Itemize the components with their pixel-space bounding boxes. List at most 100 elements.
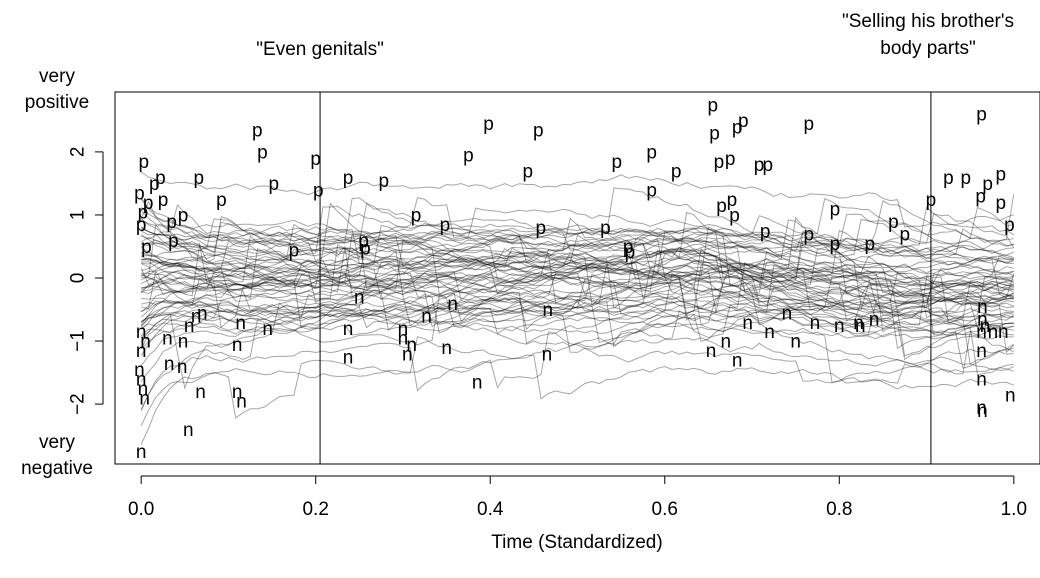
negative-marker: n xyxy=(790,332,801,353)
negative-marker: n xyxy=(853,313,864,334)
negative-marker: n xyxy=(139,388,150,409)
series-line xyxy=(140,243,1014,304)
series-line xyxy=(141,286,1014,366)
x-tick-label: 0.0 xyxy=(128,499,154,520)
y-end-label-bottom: negative xyxy=(21,458,93,479)
y-end-label-bottom: very xyxy=(39,432,75,453)
series-line xyxy=(140,331,1014,426)
series-line xyxy=(140,198,1014,262)
series-line xyxy=(141,240,1014,281)
negative-marker: n xyxy=(782,303,793,324)
negative-marker: n xyxy=(184,316,195,337)
series-line xyxy=(140,264,1014,343)
positive-marker: p xyxy=(310,149,321,170)
negative-marker: n xyxy=(177,357,188,378)
x-tick-label: 0.8 xyxy=(826,499,852,520)
positive-marker: p xyxy=(378,171,389,192)
x-axis-label: Time (Standardized) xyxy=(491,532,662,553)
positive-marker: p xyxy=(982,174,993,195)
series-line xyxy=(141,244,1014,327)
series-line xyxy=(140,251,1014,325)
negative-marker: n xyxy=(542,344,553,365)
negative-marker: n xyxy=(998,322,1009,343)
series-line xyxy=(140,226,1015,301)
y-tick-label: −2 xyxy=(68,393,89,415)
positive-marker: p xyxy=(830,199,841,220)
negative-marker: n xyxy=(236,392,247,413)
series-line xyxy=(140,234,1014,288)
positive-marker: p xyxy=(193,168,204,189)
positive-marker: p xyxy=(139,152,150,173)
series-line xyxy=(141,254,1014,324)
negative-marker: n xyxy=(140,332,151,353)
positive-marker: p xyxy=(716,196,727,217)
series-line xyxy=(141,240,1014,294)
negative-marker: n xyxy=(706,341,717,362)
positive-marker: p xyxy=(623,237,634,258)
negative-marker: n xyxy=(343,347,354,368)
positive-marker: p xyxy=(136,215,147,236)
series-line xyxy=(140,218,1014,283)
positive-marker: p xyxy=(995,165,1006,186)
positive-marker: p xyxy=(714,152,725,173)
series-line xyxy=(140,197,1014,278)
series-line xyxy=(140,206,1015,250)
series-line xyxy=(140,279,1014,357)
positive-marker: p xyxy=(760,221,771,242)
series-line xyxy=(141,213,1014,267)
series-line xyxy=(140,193,1015,264)
series-line xyxy=(140,302,1014,353)
positive-marker: p xyxy=(1004,215,1015,236)
positive-marker: p xyxy=(830,234,841,255)
series-line xyxy=(141,237,1015,336)
series-line xyxy=(141,269,1015,348)
plot-frame xyxy=(114,91,1040,465)
positive-marker: p xyxy=(257,143,268,164)
series-line xyxy=(140,255,1014,301)
negative-marker: n xyxy=(138,379,149,400)
x-tick-label: 1.0 xyxy=(1001,499,1027,520)
positive-marker: p xyxy=(961,168,972,189)
negative-marker: n xyxy=(980,316,991,337)
positive-marker: p xyxy=(358,231,369,252)
negative-marker: n xyxy=(472,373,483,394)
series-line xyxy=(141,213,1015,270)
positive-marker: p xyxy=(671,161,682,182)
series-line xyxy=(140,281,1015,327)
series-line xyxy=(140,234,1014,306)
positive-marker: p xyxy=(975,187,986,208)
positive-marker: p xyxy=(646,143,657,164)
positive-marker: p xyxy=(738,111,749,132)
series-line xyxy=(141,224,1014,304)
negative-marker: n xyxy=(197,303,208,324)
negative-marker: n xyxy=(183,420,194,441)
positive-marker: p xyxy=(216,190,227,211)
negative-marker: n xyxy=(398,319,409,340)
negative-marker: n xyxy=(732,351,743,372)
series-line xyxy=(140,278,1014,338)
x-tick-label: 0.6 xyxy=(652,499,678,520)
y-tick-label: 0 xyxy=(68,273,89,284)
y-tick-label: −1 xyxy=(68,330,89,352)
series-line xyxy=(140,216,1014,324)
negative-marker: n xyxy=(232,382,243,403)
series-line xyxy=(141,216,1014,312)
series-line xyxy=(141,272,1014,302)
x-tick-label: 0.2 xyxy=(302,499,328,520)
negative-marker: n xyxy=(262,319,273,340)
negative-marker: n xyxy=(354,288,365,309)
positive-marker: p xyxy=(289,240,300,261)
series-line xyxy=(141,228,1014,260)
negative-marker: n xyxy=(855,316,866,337)
positive-marker: p xyxy=(976,105,987,126)
series-line xyxy=(140,200,1014,295)
negative-marker: n xyxy=(178,332,189,353)
series-line xyxy=(140,331,1015,445)
series-line xyxy=(140,273,1014,350)
series-line xyxy=(140,247,1014,313)
series-line xyxy=(140,247,1014,333)
series-line xyxy=(140,267,1014,390)
positive-marker: p xyxy=(729,206,740,227)
